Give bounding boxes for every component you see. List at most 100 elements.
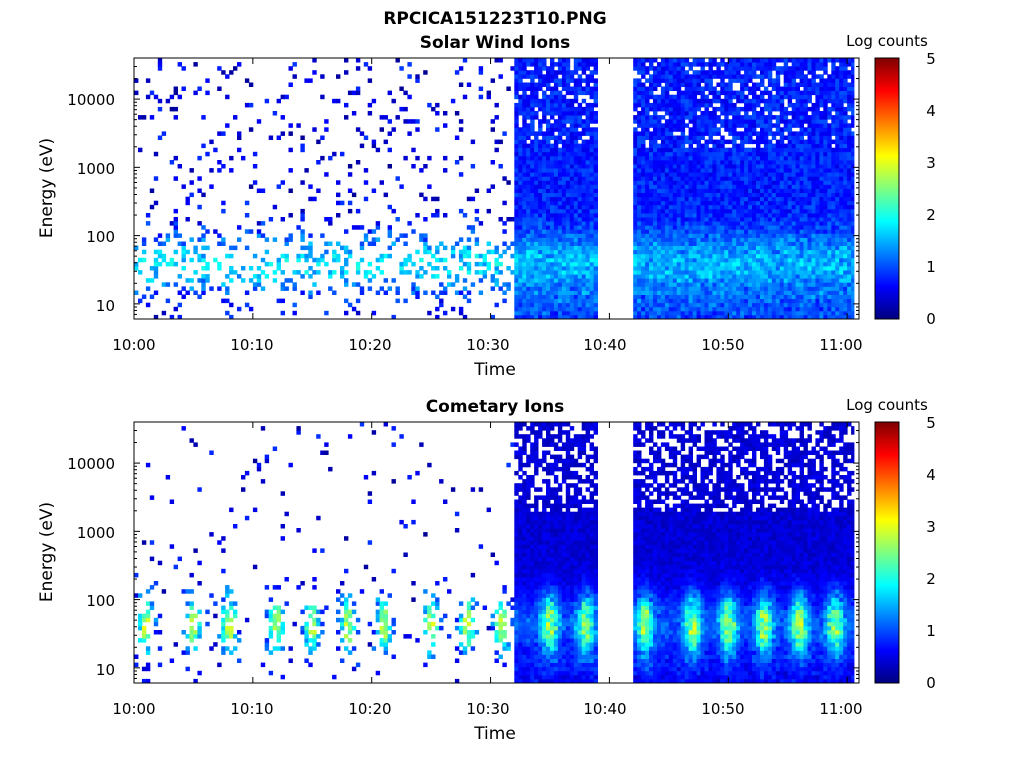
heatmap-cell	[752, 290, 757, 295]
heatmap-cell	[534, 62, 539, 67]
heatmap-cell	[756, 229, 761, 234]
heatmap-cell	[581, 213, 587, 218]
heatmap-cell	[740, 62, 745, 67]
heatmap-cell	[775, 66, 781, 71]
heatmap-cell	[712, 286, 717, 291]
heatmap-cell	[716, 82, 721, 87]
heatmap-cell	[720, 282, 725, 287]
heatmap-cell	[450, 98, 456, 104]
heatmap-cell	[542, 278, 547, 283]
heatmap-cell	[775, 208, 781, 214]
heatmap-cell	[637, 306, 642, 312]
heatmap-cell	[712, 184, 717, 189]
heatmap-cell	[569, 217, 575, 222]
heatmap-cell	[807, 119, 812, 124]
heatmap-cell	[771, 274, 777, 279]
heatmap-cell	[732, 208, 737, 214]
heatmap-cell	[308, 253, 313, 259]
heatmap-cell	[530, 115, 535, 120]
heatmap-cell	[645, 233, 650, 238]
heatmap-cell	[534, 135, 539, 140]
heatmap-cell	[668, 282, 674, 287]
heatmap-cell	[197, 155, 202, 161]
heatmap-cell	[736, 253, 741, 259]
heatmap-cell	[712, 62, 717, 67]
heatmap-cell	[443, 290, 448, 295]
heatmap-cell	[795, 192, 800, 198]
heatmap-cell	[577, 131, 583, 136]
heatmap-cell	[724, 106, 729, 112]
heatmap-cell	[744, 237, 749, 242]
heatmap-cell	[748, 278, 753, 283]
heatmap-cell	[657, 298, 662, 304]
heatmap-cell	[716, 237, 721, 242]
heatmap-cell	[526, 143, 531, 149]
heatmap-cell	[716, 151, 721, 157]
heatmap-cell	[664, 213, 670, 218]
heatmap-cell	[589, 188, 594, 193]
heatmap-cell	[593, 139, 598, 145]
heatmap-cell	[557, 102, 563, 108]
heatmap-cell	[633, 94, 638, 100]
heatmap-cell	[657, 151, 662, 157]
heatmap-cell	[756, 192, 761, 198]
heatmap-cell	[700, 233, 705, 238]
heatmap-cell	[569, 266, 575, 271]
heatmap-cell	[534, 184, 539, 189]
heatmap-cell	[637, 168, 642, 173]
heatmap-cell	[676, 94, 682, 100]
heatmap-cell	[807, 278, 812, 283]
heatmap-cell	[660, 200, 666, 206]
heatmap-cell	[581, 66, 587, 71]
heatmap-cell	[264, 98, 270, 104]
heatmap-cell	[696, 106, 701, 112]
heatmap-cell	[435, 274, 440, 279]
heatmap-cell	[653, 261, 658, 267]
heatmap-cell	[811, 188, 816, 193]
heatmap-cell	[585, 123, 590, 128]
heatmap-cell	[565, 139, 571, 145]
heatmap-cell	[771, 286, 777, 291]
heatmap-cell	[435, 127, 440, 132]
heatmap-cell	[724, 282, 729, 287]
heatmap-cell	[760, 111, 765, 116]
heatmap-cell	[811, 282, 816, 287]
heatmap-cell	[530, 58, 535, 63]
heatmap-cell	[403, 90, 408, 96]
heatmap-cell	[419, 266, 424, 271]
heatmap-cell	[633, 225, 638, 230]
heatmap-cell	[740, 241, 745, 246]
heatmap-cell	[561, 106, 567, 112]
heatmap-cell	[550, 62, 555, 67]
heatmap-cell	[767, 310, 773, 316]
heatmap-cell	[637, 204, 642, 210]
heatmap-cell	[229, 253, 234, 259]
heatmap-cell	[767, 98, 773, 104]
heatmap-cell	[700, 221, 705, 226]
heatmap-cell	[403, 241, 408, 246]
heatmap-cell	[538, 290, 543, 295]
heatmap-cell	[688, 102, 693, 108]
heatmap-cell	[724, 306, 729, 312]
heatmap-cell	[593, 237, 598, 242]
heatmap-cell	[748, 270, 753, 275]
heatmap-cell	[569, 184, 575, 189]
heatmap-cell	[767, 237, 773, 242]
heatmap-cell	[708, 229, 713, 234]
heatmap-cell	[205, 90, 210, 96]
heatmap-cell	[696, 229, 701, 234]
heatmap-cell	[752, 151, 757, 157]
heatmap-cell	[748, 233, 753, 238]
heatmap-cell	[534, 314, 539, 320]
heatmap-cell	[752, 147, 757, 153]
heatmap-cell	[795, 98, 800, 104]
heatmap-cell	[680, 94, 686, 100]
heatmap-cell	[546, 123, 551, 128]
heatmap-cell	[569, 249, 575, 255]
heatmap-cell	[458, 253, 464, 259]
heatmap-cell	[688, 135, 693, 140]
heatmap-cell	[823, 290, 828, 295]
heatmap-cell	[641, 151, 646, 157]
heatmap-cell	[557, 278, 563, 283]
heatmap-cell	[553, 98, 559, 104]
